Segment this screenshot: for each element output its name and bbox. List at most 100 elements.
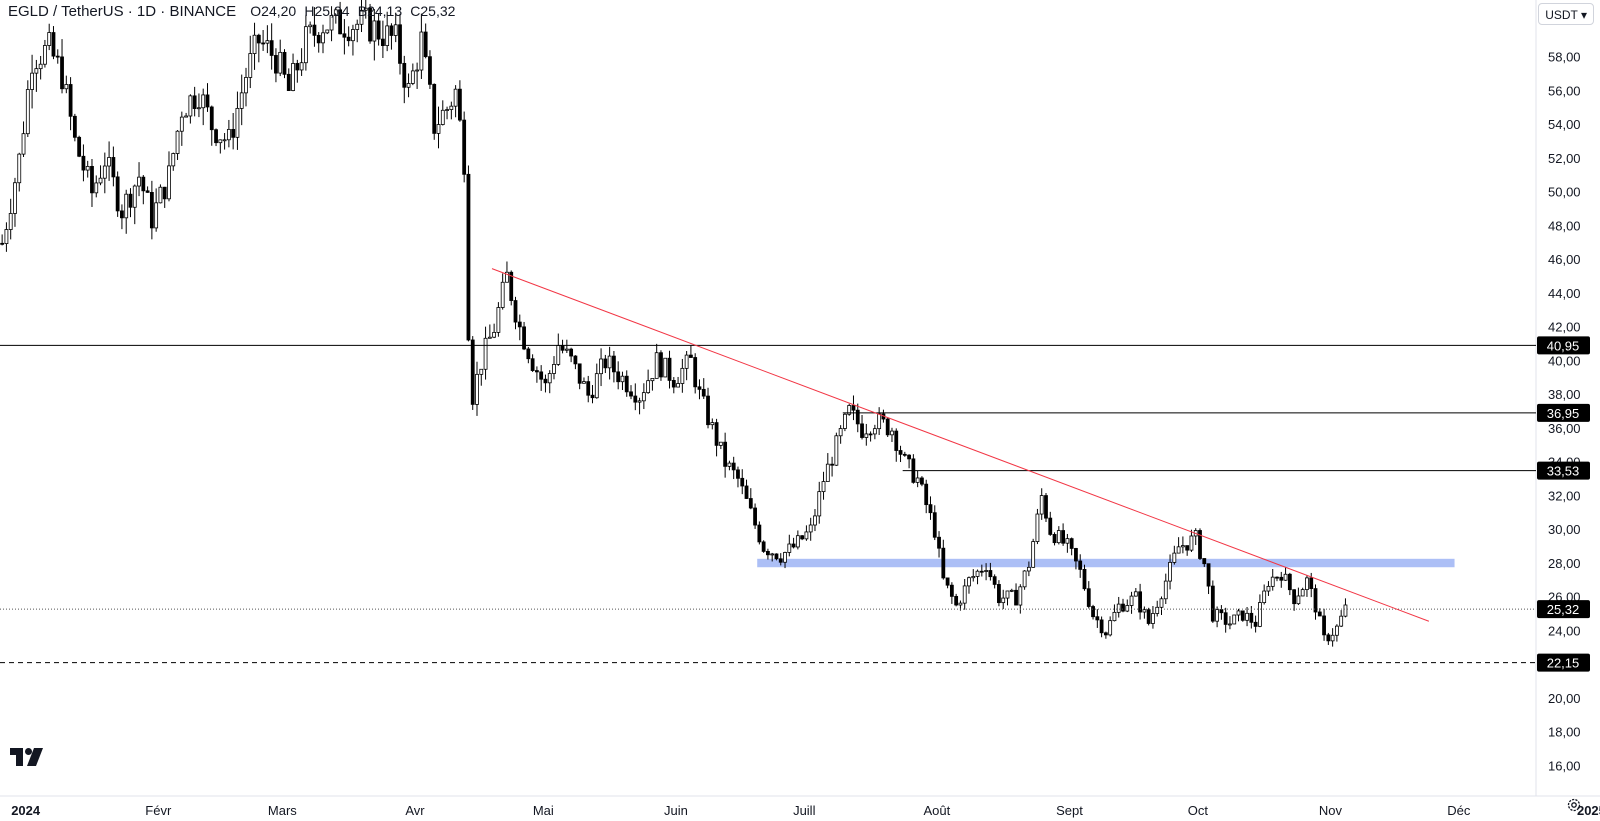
y-tick-label: 48,00 — [1548, 218, 1581, 233]
candle-body — [1275, 576, 1279, 579]
candle-body — [620, 375, 625, 383]
symbol-title[interactable]: EGLD / TetherUS · 1D · BINANCE — [8, 3, 237, 20]
x-tick-label: 2024 — [11, 803, 41, 818]
ohlc-high: H25,34 — [304, 3, 350, 19]
candle-body — [500, 281, 505, 308]
candle-body — [753, 507, 757, 526]
candle-body — [149, 192, 154, 229]
x-tick-label: Avr — [405, 803, 425, 818]
candle-body — [1330, 634, 1335, 642]
candle-body — [564, 348, 569, 351]
candle-body — [992, 576, 997, 585]
candle-body — [132, 185, 137, 208]
candle-body — [376, 20, 381, 40]
candle-body — [988, 570, 993, 578]
candle-body — [971, 576, 976, 579]
candle-body — [958, 602, 963, 606]
candle-body — [757, 524, 762, 543]
candle-body — [547, 373, 552, 384]
candle-body — [599, 358, 603, 375]
y-tick-label: 56,00 — [1548, 83, 1581, 98]
candle-body — [860, 423, 864, 438]
candle-body — [1035, 513, 1040, 542]
candle-body — [1001, 597, 1006, 604]
candle-body — [64, 84, 69, 90]
candle-body — [1228, 623, 1232, 626]
currency-select-button[interactable]: USDT ▾ — [1538, 3, 1594, 25]
candle-body — [120, 210, 124, 219]
tradingview-logo-icon[interactable] — [10, 748, 44, 766]
candle-body — [535, 370, 539, 373]
candle-body — [1343, 604, 1348, 617]
candle-body — [766, 551, 770, 556]
candle-body — [1065, 538, 1070, 544]
candle-body — [226, 128, 231, 141]
gear-icon[interactable] — [1566, 797, 1582, 813]
candle-body — [55, 55, 60, 58]
candle-body — [47, 32, 52, 46]
candle-body — [641, 392, 646, 402]
support-zone-band[interactable] — [757, 558, 1455, 568]
candle-body — [492, 331, 497, 338]
y-tick-label: 54,00 — [1548, 117, 1581, 132]
candle-body — [449, 105, 454, 110]
candle-body — [813, 515, 817, 526]
candle-body — [1031, 541, 1036, 568]
candle-body — [222, 139, 227, 142]
candle-body — [428, 56, 432, 85]
candle-body — [834, 435, 839, 466]
candle-body — [920, 477, 924, 485]
trendline[interactable] — [491, 268, 1430, 622]
symbol-legend[interactable]: EGLD / TetherUS · 1D · BINANCE O24,20 H2… — [8, 3, 455, 20]
y-tick-label: 20,00 — [1548, 691, 1581, 706]
candle-body — [962, 585, 967, 604]
candle-body — [1245, 612, 1249, 621]
candle-body — [325, 29, 330, 34]
candle-body — [162, 186, 167, 200]
candle-body — [1168, 561, 1172, 582]
candle-body — [689, 354, 693, 358]
candle-body — [808, 524, 813, 533]
candle-body — [723, 441, 728, 467]
candle-body — [402, 62, 407, 88]
candle-body — [517, 321, 522, 328]
candle-body — [479, 368, 484, 375]
candle-body — [1185, 545, 1190, 551]
y-tick-label: 32,00 — [1548, 488, 1581, 503]
y-tick-label: 16,00 — [1548, 758, 1581, 773]
y-tick-label: 44,00 — [1548, 286, 1581, 301]
candle-body — [111, 157, 116, 178]
candle-body — [1133, 591, 1138, 597]
candle-body — [1159, 598, 1164, 608]
candle-body — [1069, 538, 1074, 549]
x-tick-label: Mai — [533, 803, 554, 818]
candle-body — [342, 33, 347, 38]
candle-body — [1108, 620, 1113, 636]
candle-body — [1287, 573, 1292, 591]
candle-body — [85, 166, 90, 171]
candle-body — [530, 358, 535, 371]
candle-body — [25, 89, 30, 135]
candle-body — [338, 9, 343, 35]
y-tick-label: 36,00 — [1548, 421, 1581, 436]
candle-body — [697, 386, 702, 390]
x-tick-label: Déc — [1447, 803, 1471, 818]
candle-body — [197, 107, 201, 110]
candle-body — [1005, 590, 1010, 599]
candle-body — [316, 34, 321, 44]
candle-body — [1335, 625, 1339, 636]
candle-body — [954, 595, 959, 606]
price-tag-label: 40,95 — [1547, 338, 1580, 353]
candle-body — [274, 55, 278, 74]
y-tick-label: 30,00 — [1548, 522, 1581, 537]
candle-body — [586, 381, 591, 396]
candle-body — [286, 73, 291, 91]
candle-body — [13, 182, 17, 214]
candle-body — [718, 441, 723, 446]
candle-body — [1305, 577, 1309, 590]
candle-body — [128, 193, 133, 208]
candle-body — [1339, 615, 1344, 627]
candle-body — [851, 405, 856, 411]
candle-body — [744, 485, 749, 499]
